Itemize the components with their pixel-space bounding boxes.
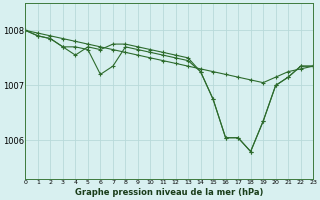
X-axis label: Graphe pression niveau de la mer (hPa): Graphe pression niveau de la mer (hPa)	[75, 188, 263, 197]
